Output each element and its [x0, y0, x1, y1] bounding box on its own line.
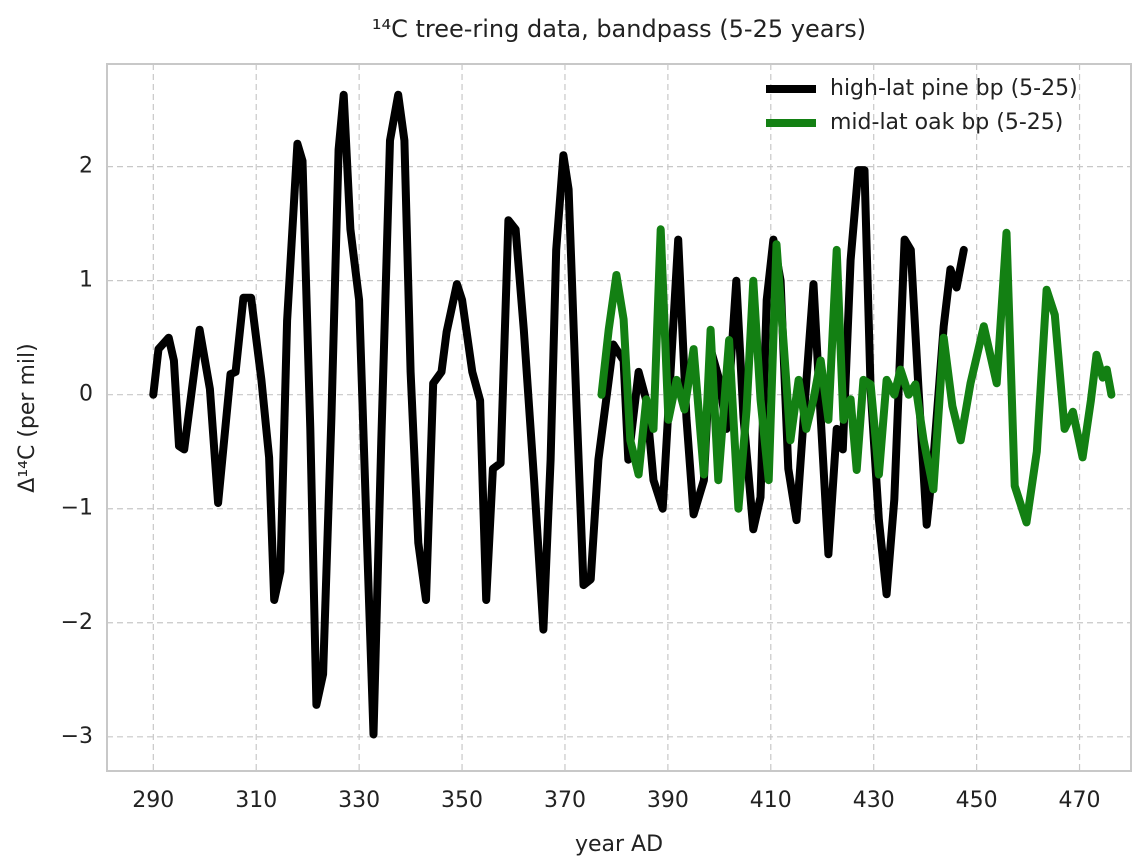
x-tick-label: 390 — [647, 788, 689, 813]
x-tick-label: 310 — [235, 788, 277, 813]
x-tick-label: 450 — [956, 788, 998, 813]
x-axis-label: year AD — [575, 832, 663, 857]
y-tick-label: −1 — [61, 496, 93, 521]
y-tick-label: −3 — [61, 724, 93, 749]
y-tick-label: 0 — [79, 382, 93, 407]
y-tick-label: −2 — [61, 610, 93, 635]
y-tick-label: 2 — [79, 154, 93, 179]
x-tick-label: 330 — [338, 788, 380, 813]
x-tick-label: 410 — [750, 788, 792, 813]
data-line — [149, 90, 968, 739]
data-line — [597, 225, 1116, 527]
x-tick-label: 430 — [853, 788, 895, 813]
x-tick-label: 470 — [1059, 788, 1101, 813]
legend-label: high-lat pine bp (5-25) — [830, 76, 1078, 101]
legend-label: mid-lat oak bp (5-25) — [830, 110, 1063, 135]
x-tick-label: 290 — [132, 788, 174, 813]
plot-frame — [106, 63, 1132, 772]
chart-title: ¹⁴C tree-ring data, bandpass (5-25 years… — [372, 15, 866, 43]
y-axis-label: Δ¹⁴C (per mil) — [15, 343, 40, 492]
x-tick-label: 350 — [441, 788, 483, 813]
y-tick-label: 1 — [79, 268, 93, 293]
x-tick-label: 370 — [544, 788, 586, 813]
